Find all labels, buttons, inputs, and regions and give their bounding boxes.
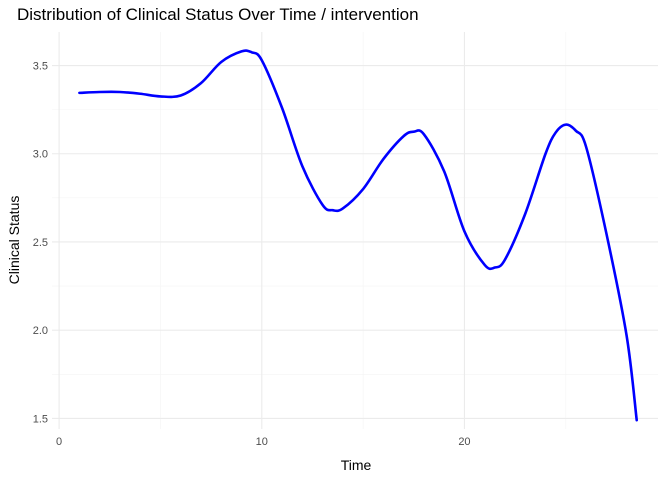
chart-title: Distribution of Clinical Status Over Tim… <box>17 5 419 24</box>
x-tick-labels: 0 10 20 <box>56 436 471 448</box>
y-tick-labels: 1.5 2.0 2.5 3.0 3.5 <box>33 61 48 426</box>
y-axis-title: Clinical Status <box>6 196 22 285</box>
y-tick-label: 3.0 <box>33 149 48 161</box>
plot-area <box>78 49 639 422</box>
y-tick-label: 3.5 <box>33 61 48 73</box>
x-axis-title: Time <box>341 457 372 473</box>
y-tick-label: 2.5 <box>33 237 48 249</box>
y-tick-label: 2.0 <box>33 325 48 337</box>
grid <box>52 32 658 429</box>
y-tick-label: 1.5 <box>33 413 48 425</box>
x-tick-label: 0 <box>56 436 62 448</box>
series-line <box>78 49 639 422</box>
x-tick-label: 10 <box>256 436 268 448</box>
x-tick-label: 20 <box>458 436 470 448</box>
